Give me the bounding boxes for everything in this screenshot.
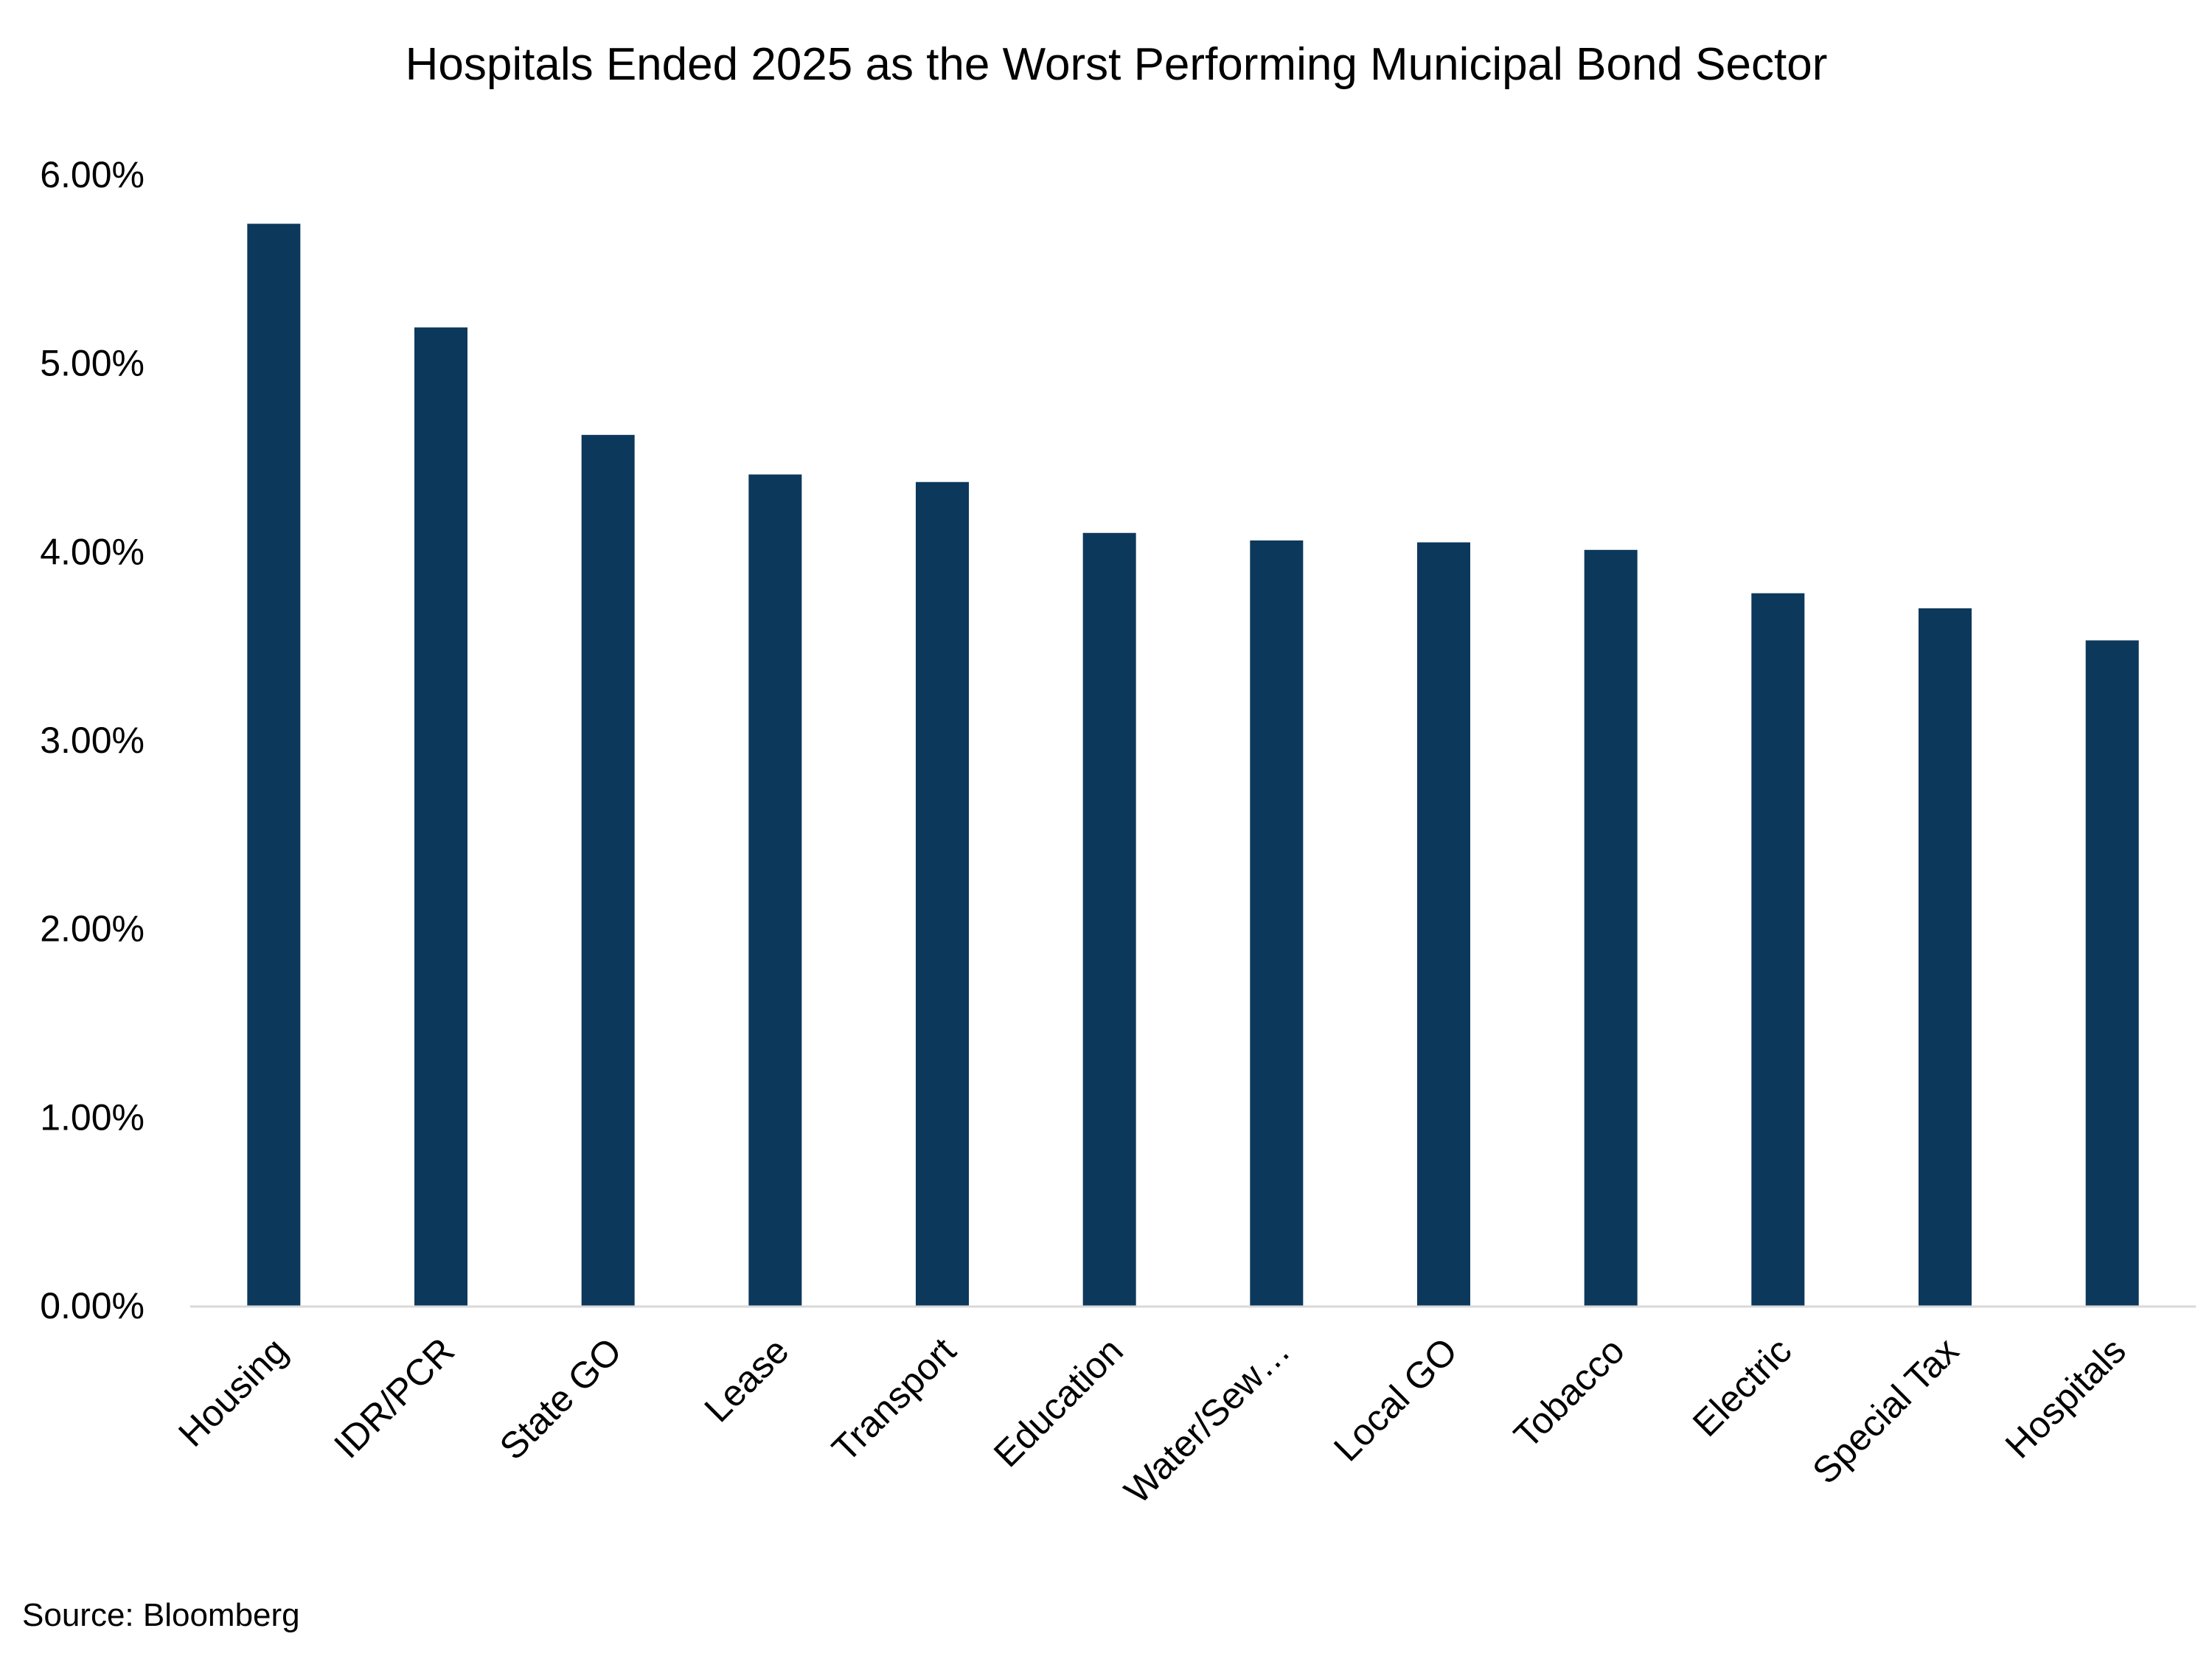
y-tick-label: 5.00% <box>40 343 145 384</box>
bar <box>414 327 467 1307</box>
x-tick-label: Tobacco <box>1506 1330 1632 1456</box>
x-tick-label: IDR/PCR <box>326 1330 462 1467</box>
x-tick-label: Education <box>986 1330 1131 1475</box>
source-note: Source: Bloomberg <box>22 1597 300 1633</box>
y-tick-label: 0.00% <box>40 1285 145 1326</box>
y-tick-label: 6.00% <box>40 154 145 195</box>
bar <box>1250 540 1304 1306</box>
bar <box>2085 640 2139 1306</box>
y-tick-label: 2.00% <box>40 908 145 950</box>
bar <box>1082 532 1136 1307</box>
x-tick-label: Lease <box>697 1330 797 1430</box>
y-tick-label: 1.00% <box>40 1096 145 1138</box>
x-tick-label: Special Tax <box>1804 1330 1966 1492</box>
x-tick-label: Hospitals <box>1997 1330 2134 1467</box>
bar <box>916 481 969 1306</box>
x-tick-label: Housing <box>170 1330 295 1455</box>
bar <box>1417 542 1470 1306</box>
y-tick-label: 4.00% <box>40 531 145 572</box>
x-tick-label: Local GO <box>1326 1330 1465 1470</box>
x-tick-label: Electric <box>1685 1330 1800 1445</box>
bar <box>581 434 635 1306</box>
bar <box>247 223 301 1306</box>
bar <box>1919 608 1972 1306</box>
bar <box>1584 549 1638 1307</box>
x-axis-labels: Housing IDR/PCR State GO Lease Transport Educ… <box>170 1329 2134 1512</box>
chart-title: Hospitals Ended 2025 as the Worst Perfor… <box>406 39 1828 90</box>
y-axis-ticks: 0.00% 1.00% 2.00% 3.00% 4.00% 5.00% 6.00% <box>40 154 145 1326</box>
x-tick-label: Water/Sew… <box>1116 1330 1298 1512</box>
bar <box>748 474 802 1306</box>
bar <box>1751 593 1805 1306</box>
x-tick-label: Transport <box>824 1329 964 1470</box>
bars <box>247 223 2139 1307</box>
y-tick-label: 3.00% <box>40 720 145 761</box>
x-tick-label: State GO <box>492 1330 630 1468</box>
